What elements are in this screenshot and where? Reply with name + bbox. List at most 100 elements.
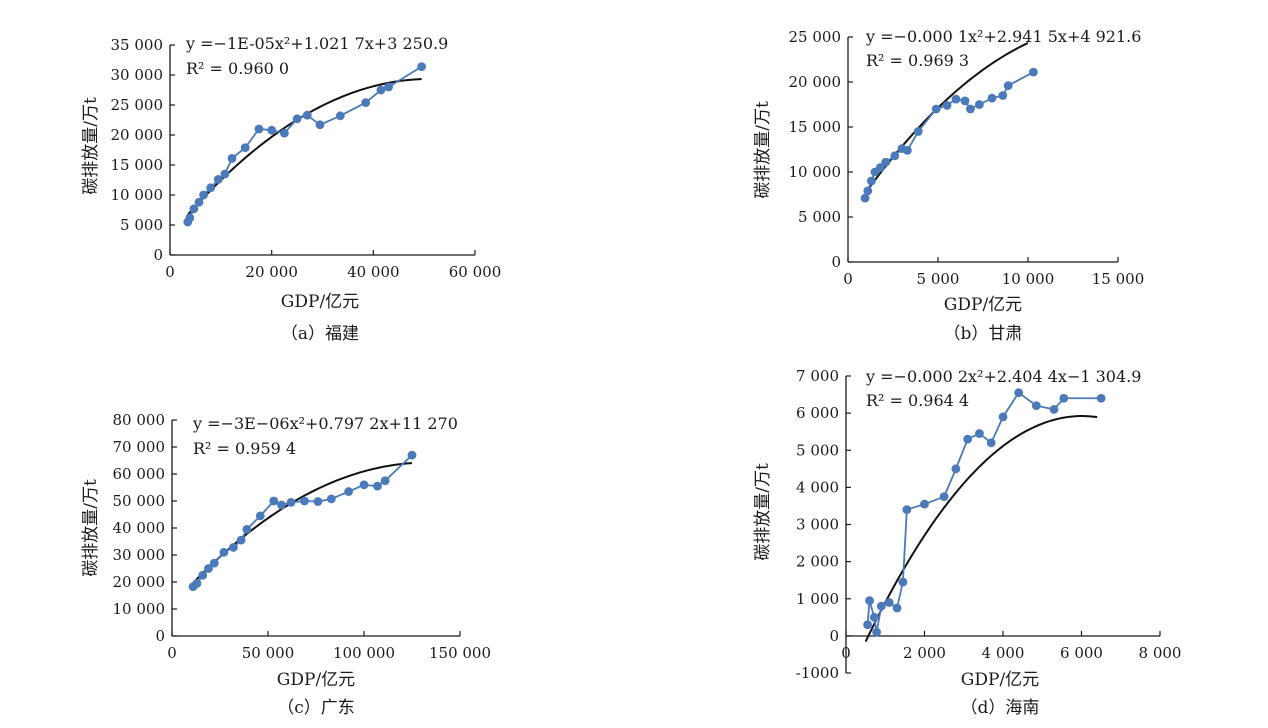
data-point: [220, 169, 230, 179]
x-axis-label: GDP/亿元: [277, 670, 355, 690]
data-point: [939, 492, 949, 502]
x-tick-label: 0: [843, 270, 853, 288]
data-point: [219, 547, 229, 557]
series-line: [866, 391, 1102, 633]
data-point: [185, 213, 195, 223]
y-tick-labels: 0 5 000 10 000 15 000 20 000 25 000 30 000 35 0…: [111, 36, 164, 264]
data-point: [199, 190, 208, 200]
y-tick-label: 40 000: [113, 519, 166, 537]
data-point: [267, 125, 277, 135]
y-tick-label: 15 000: [789, 118, 842, 136]
data-point: [876, 601, 886, 611]
y-tick-label: 1 000: [796, 590, 839, 608]
regression-equation: y =−1E-05x²+1.021 7x+3 250.9: [185, 34, 448, 53]
y-tick-label: 0: [829, 627, 839, 645]
y-tick-label: 10 000: [111, 186, 164, 204]
data-point: [1049, 405, 1059, 414]
data-point: [204, 564, 213, 573]
r-squared: R² = 0.959 4: [193, 439, 296, 458]
y-axis-label: 碳排放量/万t: [81, 97, 101, 195]
y-tick-label: 35 000: [111, 36, 164, 54]
y-axis-label: 碳排放量/万t: [753, 101, 773, 199]
y-tick-label: 2 000: [796, 553, 839, 571]
x-axis-label: GDP/亿元: [944, 295, 1022, 315]
data-point: [361, 98, 371, 107]
axis-ticks: [847, 36, 1119, 263]
x-tick-label: 8 000: [1139, 644, 1182, 662]
data-point: [198, 570, 208, 580]
x-tick-label: 0: [165, 263, 175, 281]
data-point: [863, 620, 872, 630]
y-tick-label: -1000: [796, 664, 839, 682]
x-tick-label: 50 000: [242, 644, 295, 662]
regression-equation: y =−0.000 2x²+2.404 4x−1 304.9: [865, 367, 1141, 386]
y-axis-label: 碳排放量/万t: [81, 479, 101, 577]
data-point: [876, 163, 885, 172]
data-point: [869, 612, 879, 622]
data-point: [867, 176, 876, 186]
data-point: [960, 96, 970, 106]
y-tick-label: 4 000: [796, 478, 839, 496]
data-point: [269, 496, 279, 506]
data-point: [255, 511, 265, 521]
x-tick-label: 40 000: [347, 263, 400, 281]
data-point: [920, 499, 929, 509]
chart-caption: （d）海南: [961, 698, 1040, 718]
data-point: [277, 500, 286, 510]
data-point: [1029, 67, 1038, 77]
y-tick-label: 60 000: [113, 465, 166, 483]
data-point: [359, 480, 369, 490]
axis-ticks: [845, 375, 1161, 674]
data-points: [863, 388, 1106, 637]
data-point: [998, 91, 1008, 100]
y-axis-label: 碳排放量/万t: [753, 463, 773, 561]
x-tick-label: 0: [841, 644, 851, 662]
y-tick-label: 70 000: [113, 438, 166, 456]
y-tick-label: 0: [831, 253, 841, 271]
x-tick-label: 4 000: [982, 644, 1025, 662]
y-tick-label: 0: [153, 246, 163, 264]
x-tick-label: 15 000: [1092, 270, 1145, 288]
data-point: [951, 94, 961, 104]
y-tick-labels: -1000 0 1 000 2 000 3 000 4 000 5 000 6 000 7 00…: [796, 367, 839, 682]
data-point: [229, 543, 238, 552]
data-point: [407, 450, 417, 460]
data-point: [902, 505, 912, 515]
x-tick-label: 150 000: [429, 644, 491, 662]
chart-caption: （a）福建: [281, 324, 359, 344]
y-tick-label: 50 000: [113, 492, 166, 510]
x-axis-label: GDP/亿元: [281, 292, 359, 312]
y-tick-labels: 0 10 000 20 000 30 000 40 000 50 000 60 000 70 …: [113, 411, 166, 645]
x-tick-label: 5 000: [917, 270, 960, 288]
data-point: [884, 598, 894, 607]
data-point: [380, 476, 390, 486]
trendline: [192, 462, 413, 584]
data-point: [966, 104, 975, 114]
data-point: [963, 434, 973, 444]
y-tick-label: 5 000: [796, 441, 839, 459]
data-point: [292, 114, 302, 124]
x-tick-label: 0: [167, 644, 177, 662]
regression-equation: y =−3E−06x²+0.797 2x+11 270: [192, 414, 458, 433]
y-tick-label: 10 000: [789, 163, 842, 181]
data-point: [881, 157, 891, 167]
y-tick-label: 20 000: [789, 73, 842, 91]
data-point: [227, 154, 237, 163]
data-point: [326, 494, 336, 504]
data-point: [1059, 393, 1069, 403]
data-point: [890, 151, 900, 161]
regression-equation: y =−0.000 1x²+2.941 5x+4 921.6: [865, 27, 1141, 46]
data-point: [300, 496, 309, 506]
y-tick-label: 80 000: [113, 411, 166, 429]
data-points: [860, 67, 1038, 203]
y-tick-label: 7 000: [796, 367, 839, 385]
x-tick-label: 2 000: [903, 644, 946, 662]
data-point: [279, 128, 289, 138]
data-point: [417, 62, 427, 71]
x-tick-label: 60 000: [449, 263, 502, 281]
data-point: [903, 146, 912, 155]
data-point: [975, 429, 984, 438]
data-point: [206, 183, 216, 193]
r-squared: R² = 0.969 3: [866, 51, 969, 70]
